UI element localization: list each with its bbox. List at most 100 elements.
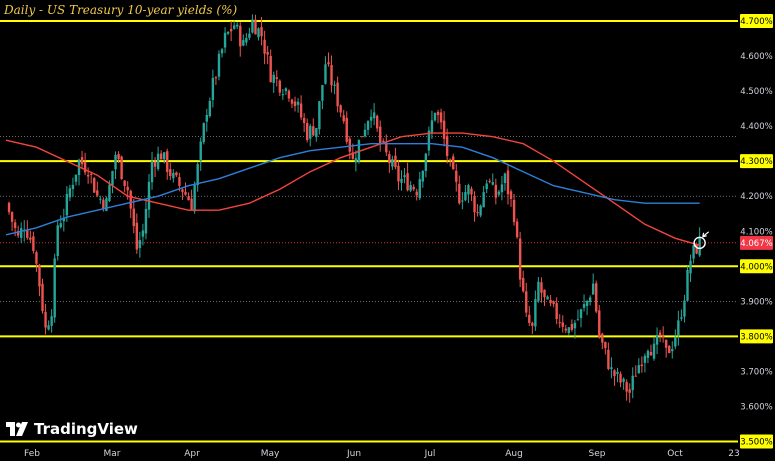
candle-body xyxy=(366,121,370,130)
logo-text: TradingView xyxy=(34,420,138,438)
candle-body xyxy=(169,169,172,176)
candle-body xyxy=(333,84,336,86)
candle-body xyxy=(178,177,181,186)
candle-body xyxy=(674,337,677,347)
candle-body xyxy=(217,53,221,77)
candle-body xyxy=(494,184,498,198)
candle-body xyxy=(558,322,561,324)
candle-body xyxy=(522,277,525,292)
candle-body xyxy=(394,155,397,168)
candle-body xyxy=(208,100,212,117)
candle-body xyxy=(318,101,321,130)
candle-body xyxy=(71,184,75,190)
candle-body xyxy=(668,345,671,354)
candle-body xyxy=(436,111,440,115)
y-tick-label: 4.700% xyxy=(740,17,772,27)
candle-body xyxy=(607,349,610,370)
candle-body xyxy=(570,324,574,330)
candle-body xyxy=(628,389,631,393)
candle-body xyxy=(506,170,510,195)
candle-body xyxy=(360,136,364,138)
candle-body xyxy=(80,157,84,165)
candle-body xyxy=(680,317,683,319)
candle-body xyxy=(348,138,351,152)
last-price-circle xyxy=(693,236,706,250)
candle-body xyxy=(13,222,17,228)
x-tick-label: Jul xyxy=(424,449,436,459)
moving-average-line xyxy=(5,132,700,246)
candle-body xyxy=(652,343,656,359)
candle-body xyxy=(239,25,242,47)
candle-body xyxy=(172,172,175,179)
candle-body xyxy=(631,375,634,391)
candle-body xyxy=(232,25,236,29)
candle-body xyxy=(153,162,157,167)
candle-body xyxy=(138,240,142,249)
candle-body xyxy=(226,31,230,34)
candle-body xyxy=(184,191,187,195)
candle-body xyxy=(415,191,418,196)
candle-body xyxy=(345,117,348,142)
candle-body xyxy=(473,195,476,213)
candle-body xyxy=(509,191,513,199)
candle-body xyxy=(290,99,294,104)
candle-body xyxy=(686,269,689,301)
candle-body xyxy=(622,378,625,382)
level-badge xyxy=(740,154,773,169)
candle-body xyxy=(677,320,680,336)
y-axis: 4.700% 4.600% 4.500% 4.400% 4.300% 4.200% 4.10… xyxy=(740,14,773,449)
candle-body xyxy=(379,126,382,144)
candle-body xyxy=(543,289,546,298)
candle-body xyxy=(114,155,117,170)
candle-body xyxy=(120,156,123,180)
candle-body xyxy=(309,125,312,139)
candle-body xyxy=(324,64,327,84)
candle-body xyxy=(220,49,224,54)
candle-body xyxy=(187,196,190,201)
candle-body xyxy=(275,77,278,79)
candle-body xyxy=(181,189,184,193)
candle-body xyxy=(567,327,571,334)
candle-body xyxy=(576,319,580,321)
candle-body xyxy=(585,300,589,306)
candle-body xyxy=(534,299,537,327)
candle-body xyxy=(385,142,388,153)
chart-title: Daily - US Treasury 10-year yields (%) xyxy=(4,3,238,17)
candle-body xyxy=(327,62,330,65)
candle-body xyxy=(537,281,540,301)
level-badge xyxy=(740,329,773,344)
x-tick-label: Feb xyxy=(24,449,40,459)
candle-body xyxy=(555,303,558,320)
candle-body xyxy=(616,371,619,374)
candle-body xyxy=(99,198,102,200)
moving-averages xyxy=(5,132,700,246)
candle-body xyxy=(455,170,458,182)
candle-body xyxy=(223,32,227,48)
candle-body xyxy=(144,208,148,234)
candle-body xyxy=(248,33,251,38)
candle-body xyxy=(263,39,266,54)
candle-body xyxy=(382,140,385,142)
candle-body xyxy=(59,223,62,228)
candle-body xyxy=(38,264,41,287)
y-tick-label: 3.600% xyxy=(740,402,772,412)
candle-body xyxy=(433,113,437,121)
candle-body xyxy=(439,112,443,123)
candle-body xyxy=(281,94,285,96)
candle-body xyxy=(479,205,482,216)
candle-body xyxy=(56,225,59,256)
candle-body xyxy=(619,373,622,383)
candle-body xyxy=(102,199,105,209)
candle-body xyxy=(53,258,56,318)
candle-body xyxy=(96,190,99,196)
candle-body xyxy=(442,120,446,139)
candle-body xyxy=(190,198,193,210)
candle-body xyxy=(546,296,549,300)
tradingview-logo: TradingView xyxy=(6,420,138,438)
candle-body xyxy=(156,153,160,170)
candle-body xyxy=(117,154,120,160)
candle-body xyxy=(561,322,564,327)
candle-body xyxy=(375,115,379,129)
candle-body xyxy=(692,245,695,259)
